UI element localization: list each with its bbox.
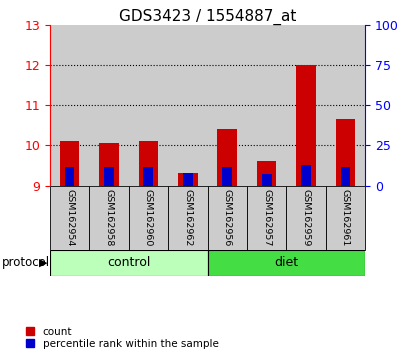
Title: GDS3423 / 1554887_at: GDS3423 / 1554887_at — [119, 8, 296, 25]
Bar — [336, 119, 355, 185]
Bar — [222, 167, 232, 185]
Bar — [89, 185, 129, 250]
Bar — [89, 25, 129, 185]
Bar — [326, 185, 365, 250]
Bar — [104, 167, 114, 185]
Bar — [60, 141, 79, 185]
Text: GSM162954: GSM162954 — [65, 189, 74, 246]
Bar — [129, 185, 168, 250]
Text: protocol: protocol — [2, 256, 50, 269]
Bar — [99, 143, 119, 185]
Bar — [257, 161, 276, 185]
Text: GSM162962: GSM162962 — [183, 189, 192, 246]
Bar — [139, 141, 158, 185]
Bar — [178, 173, 198, 185]
Text: GSM162957: GSM162957 — [262, 189, 271, 246]
Bar — [262, 174, 271, 185]
Bar — [168, 185, 208, 250]
Bar — [217, 129, 237, 185]
Text: ▶: ▶ — [39, 258, 48, 268]
Bar — [129, 25, 168, 185]
Text: GSM162960: GSM162960 — [144, 189, 153, 246]
Bar — [247, 185, 286, 250]
Legend: count, percentile rank within the sample: count, percentile rank within the sample — [26, 327, 219, 349]
Bar — [168, 25, 208, 185]
Bar — [50, 250, 208, 276]
Bar — [286, 25, 326, 185]
Bar — [247, 25, 286, 185]
Bar — [50, 25, 89, 185]
Bar — [341, 167, 350, 185]
Text: control: control — [107, 256, 150, 269]
Bar — [208, 185, 247, 250]
Text: GSM162956: GSM162956 — [223, 189, 232, 246]
Bar — [65, 167, 74, 185]
Bar — [208, 250, 365, 276]
Bar — [208, 25, 247, 185]
Bar — [286, 185, 326, 250]
Bar — [326, 25, 365, 185]
Text: GSM162959: GSM162959 — [302, 189, 310, 246]
Bar — [296, 65, 316, 185]
Bar — [301, 165, 311, 185]
Text: GSM162961: GSM162961 — [341, 189, 350, 246]
Text: diet: diet — [274, 256, 298, 269]
Bar — [144, 167, 153, 185]
Bar — [183, 173, 193, 185]
Bar — [50, 185, 89, 250]
Text: GSM162958: GSM162958 — [105, 189, 113, 246]
